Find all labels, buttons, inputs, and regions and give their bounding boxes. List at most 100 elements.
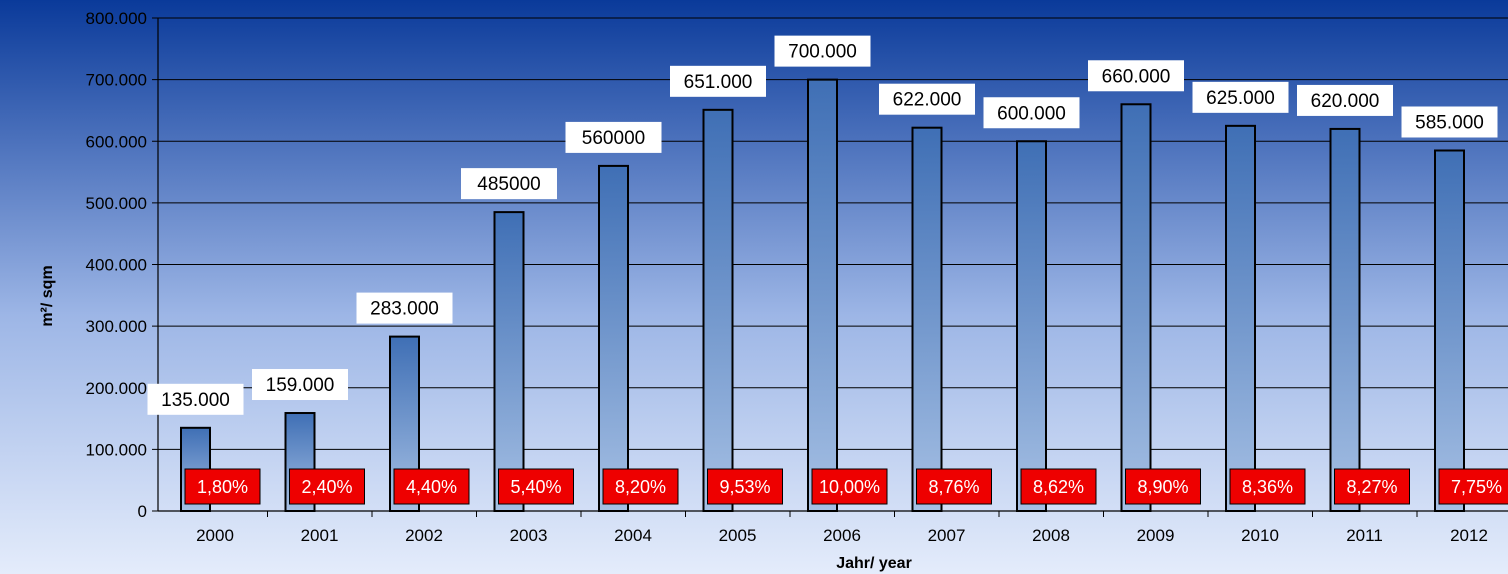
value-label-text: 700.000	[788, 42, 857, 63]
percent-label-box	[1334, 468, 1410, 505]
y-tick-label: 700.000	[86, 71, 147, 90]
percent-label-text: 1,80%	[197, 477, 248, 497]
value-label: 585.000	[1401, 106, 1498, 138]
value-label-text: 620.000	[1311, 91, 1380, 112]
percent-label-box	[393, 468, 470, 505]
y-tick-label: 500.000	[86, 194, 147, 213]
x-tick-label: 2009	[1137, 526, 1175, 545]
value-label: 283.000	[356, 292, 453, 324]
value-label-box	[356, 292, 453, 324]
x-tick-label: 2010	[1241, 526, 1279, 545]
percent-label-box	[1229, 468, 1306, 505]
x-tick-label: 2008	[1032, 526, 1070, 545]
percent-label-box	[811, 468, 888, 505]
x-tick-label: 2003	[510, 526, 548, 545]
x-tick-label: 2011	[1346, 526, 1383, 545]
percent-label: 5,40%	[498, 468, 574, 505]
percent-label: 8,27%	[1334, 468, 1410, 505]
x-tick-label: 2007	[928, 526, 966, 545]
value-label-text: 485000	[477, 174, 540, 195]
percent-label: 8,36%	[1229, 468, 1306, 505]
value-label: 560000	[565, 121, 662, 153]
percent-label-text: 8,90%	[1137, 477, 1188, 497]
percent-label: 8,76%	[916, 468, 992, 505]
percent-label-text: 8,27%	[1346, 477, 1397, 497]
value-label: 700.000	[774, 35, 871, 67]
percent-label-text: 8,76%	[928, 477, 979, 497]
value-label-box	[147, 383, 244, 415]
value-label: 600.000	[983, 97, 1080, 129]
labels: 135.000 1,80% 159.000 2,40% 283.000 4,40% 4850…	[147, 35, 1508, 505]
percent-label-text: 7,75%	[1451, 477, 1502, 497]
x-axis-title: Jahr/ year	[836, 555, 912, 572]
value-label-box	[879, 83, 975, 115]
percent-label-text: 9,53%	[719, 477, 770, 497]
percent-label: 10,00%	[811, 468, 888, 505]
percent-label: 8,90%	[1125, 468, 1201, 505]
value-label-text: 585.000	[1415, 112, 1484, 133]
y-tick-label: 0	[138, 502, 147, 521]
bar	[1434, 149, 1465, 512]
value-label-text: 135.000	[161, 390, 230, 411]
value-label: 622.000	[879, 83, 975, 115]
value-label: 625.000	[1192, 81, 1289, 113]
y-tick-label: 200.000	[86, 379, 147, 398]
value-label-box	[1088, 60, 1184, 92]
bar	[807, 78, 838, 512]
percent-label: 7,75%	[1438, 468, 1508, 505]
percent-label-box	[707, 468, 783, 505]
x-tick-label: 2012	[1450, 526, 1488, 545]
value-label-box	[565, 121, 662, 153]
bar	[493, 211, 525, 512]
percent-label-text: 8,20%	[615, 477, 666, 497]
x-tick-label: 2004	[614, 526, 652, 545]
value-label-box	[461, 168, 557, 200]
y-tick-label: 100.000	[86, 440, 147, 459]
y-tick-label: 600.000	[86, 132, 147, 151]
value-label-box	[1297, 84, 1393, 116]
percent-label-box	[1438, 468, 1508, 505]
percent-label-text: 2,40%	[301, 477, 352, 497]
percent-label: 4,40%	[393, 468, 470, 505]
value-label-text: 660.000	[1102, 66, 1171, 87]
bar	[1016, 140, 1047, 512]
bar	[702, 108, 734, 512]
percent-label-box	[602, 468, 679, 505]
x-tick-label: 2001	[301, 526, 339, 545]
value-label: 159.000	[252, 369, 348, 401]
value-label-text: 159.000	[266, 375, 335, 396]
value-label-text: 622.000	[893, 90, 962, 111]
x-tick-label: 2000	[196, 526, 234, 545]
value-label: 485000	[461, 168, 557, 200]
value-label-box	[670, 65, 766, 97]
bar	[598, 164, 629, 512]
percent-label: 9,53%	[707, 468, 783, 505]
percent-label-box	[1020, 468, 1097, 505]
value-label-box	[252, 369, 348, 401]
y-axis-title: m²/ sqm	[39, 265, 56, 326]
bar	[911, 126, 943, 512]
percent-label: 8,20%	[602, 468, 679, 505]
percent-label-text: 5,40%	[510, 477, 561, 497]
value-label-box	[1401, 106, 1498, 138]
percent-label: 8,62%	[1020, 468, 1097, 505]
value-label: 620.000	[1297, 84, 1393, 116]
bar	[1120, 103, 1152, 513]
y-tick-label: 800.000	[86, 9, 147, 28]
x-tick-label: 2006	[823, 526, 861, 545]
y-tick-label: 400.000	[86, 256, 147, 275]
x-tick-label: 2002	[405, 526, 443, 545]
percent-label-text: 10,00%	[819, 477, 880, 497]
percent-label-text: 8,36%	[1242, 477, 1293, 497]
bar	[1225, 124, 1256, 512]
value-label-text: 560000	[582, 128, 645, 149]
percent-label-box	[916, 468, 992, 505]
value-label-box	[1192, 81, 1289, 113]
value-label-box	[774, 35, 871, 67]
value-label-text: 600.000	[997, 103, 1066, 124]
value-label: 651.000	[670, 65, 766, 97]
x-tick-label: 2005	[719, 526, 757, 545]
y-tick-label: 300.000	[86, 317, 147, 336]
axes: 0 100.000 200.000 300.000 400.000 500.000 600.…	[86, 9, 1508, 545]
